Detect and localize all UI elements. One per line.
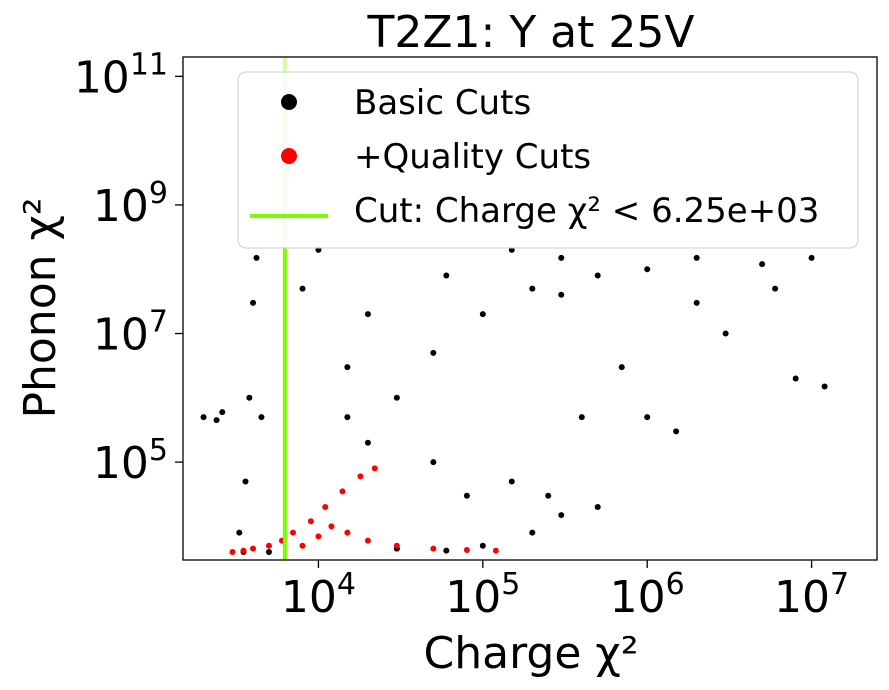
legend-dot-swatch: [281, 94, 297, 110]
y-axis-title: Phonon χ²: [15, 197, 66, 418]
legend-label: Basic Cuts: [354, 83, 531, 123]
basic-cuts-point: [430, 459, 437, 466]
basic-cuts-point: [558, 291, 565, 298]
x-tick-label: 106: [610, 567, 685, 623]
basic-cuts-point: [364, 311, 371, 318]
x-axis: 104 105 106 107: [281, 560, 849, 623]
basic-cuts-point: [219, 409, 226, 416]
y-tick-label: 105: [93, 433, 168, 489]
quality-cuts-point: [315, 533, 322, 540]
basic-cuts-point: [393, 394, 400, 401]
basic-cuts-point: [529, 529, 536, 536]
basic-cuts-point: [558, 512, 565, 519]
quality-cuts-point: [250, 545, 257, 552]
basic-cuts-point: [673, 428, 680, 435]
basic-cuts-point: [443, 272, 450, 279]
basic-cuts-point: [364, 439, 371, 446]
basic-cuts-point: [558, 254, 565, 261]
basic-cuts-point: [479, 311, 486, 318]
quality-cuts-point: [229, 548, 236, 555]
basic-cuts-point: [242, 478, 249, 485]
basic-cuts-point: [759, 261, 766, 268]
basic-cuts-point: [722, 330, 729, 337]
quality-cuts-point: [357, 473, 364, 480]
basic-cuts-point: [344, 414, 351, 421]
legend-box: [237, 71, 859, 249]
quality-cuts-point: [430, 545, 437, 552]
basic-cuts-point: [253, 254, 260, 261]
legend-label: Cut: Charge χ² < 6.25e+03: [354, 191, 819, 231]
quality-cuts-point: [265, 542, 272, 549]
basic-cuts-point: [594, 504, 601, 511]
basic-cuts-point: [250, 299, 257, 306]
quality-cuts-point: [307, 518, 314, 525]
x-tick-label: 105: [445, 567, 520, 623]
quality-cuts-point: [393, 542, 400, 549]
basic-cuts-point: [344, 364, 351, 371]
x-tick-label: 107: [774, 567, 849, 623]
basic-cuts-point: [529, 285, 536, 292]
basic-cuts-point: [265, 548, 272, 555]
quality-cuts-point: [240, 547, 247, 554]
basic-cuts-point: [508, 478, 515, 485]
basic-cuts-point: [578, 414, 585, 421]
basic-cuts-point: [545, 492, 552, 499]
quality-cuts-point: [322, 504, 329, 511]
quality-cuts-point: [344, 529, 351, 536]
x-axis-title: Charge χ²: [424, 628, 639, 679]
quality-cuts-point: [289, 529, 296, 536]
basic-cuts-point: [236, 529, 243, 536]
basic-cuts-point: [644, 414, 651, 421]
basic-cuts-point: [443, 547, 450, 554]
basic-cuts-point: [246, 394, 253, 401]
y-tick-label: 107: [93, 305, 168, 361]
basic-cuts-point: [618, 364, 625, 371]
legend-label: +Quality Cuts: [354, 137, 591, 177]
basic-cuts-point: [772, 285, 779, 292]
basic-cuts-point: [808, 254, 815, 261]
quality-cuts-point: [463, 546, 470, 553]
quality-cuts-point: [328, 523, 335, 530]
legend-dot-swatch: [281, 148, 297, 164]
basic-cuts-point: [299, 285, 306, 292]
y-tick-label: 1011: [74, 47, 168, 103]
basic-cuts-point: [463, 492, 470, 499]
quality-cuts-point: [364, 537, 371, 544]
plot-frame: [182, 56, 878, 561]
quality-cuts-point: [492, 547, 499, 554]
basic-cuts-point: [213, 417, 220, 424]
basic-cuts-point: [200, 414, 207, 421]
quality-cuts-point: [339, 488, 346, 495]
basic-cuts-point: [693, 299, 700, 306]
legend: Basic Cuts +Quality Cuts Cut: Charge χ² < …: [237, 71, 859, 249]
quality-cuts-point: [371, 465, 378, 472]
chart-title: T2Z1: Y at 25V: [367, 7, 695, 58]
basic-cuts-point: [693, 254, 700, 261]
basic-cuts-point: [594, 272, 601, 279]
basic-cuts-point: [258, 414, 265, 421]
x-tick-label: 104: [281, 567, 356, 623]
y-axis: 105 107 109 1011: [74, 47, 183, 489]
basic-cuts-point: [430, 349, 437, 356]
basic-cuts-point: [644, 266, 651, 273]
basic-cuts-point: [479, 542, 486, 549]
quality-cuts-point: [299, 542, 306, 549]
basic-cuts-point: [821, 383, 828, 390]
y-tick-label: 109: [93, 176, 168, 232]
basic-cuts-point: [792, 375, 799, 382]
